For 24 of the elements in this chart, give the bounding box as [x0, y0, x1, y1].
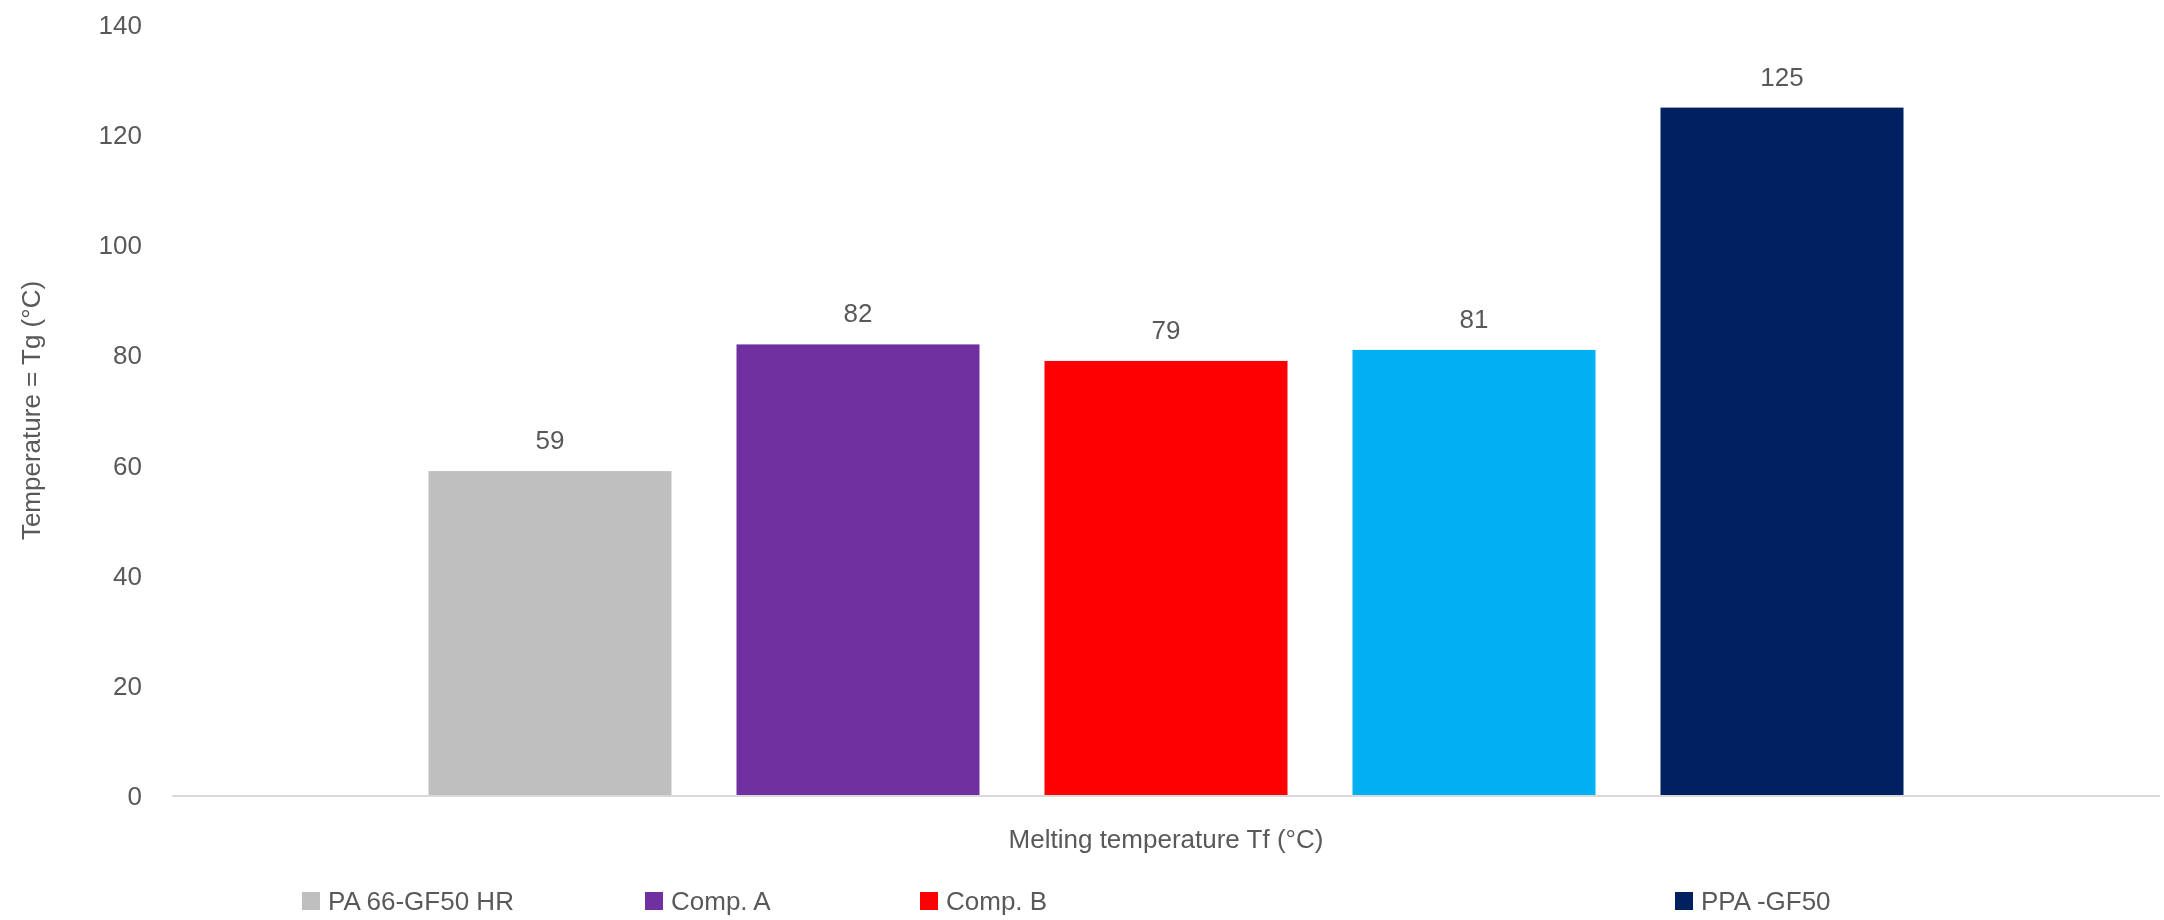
- y-tick-label: 40: [113, 560, 142, 591]
- data-label: 79: [1151, 314, 1181, 345]
- legend-label: Comp. B: [946, 886, 1048, 916]
- legend-label: PA 66-GF50 HR: [328, 886, 514, 916]
- data-label: 125: [1760, 61, 1804, 92]
- y-tick-label: 20: [113, 670, 142, 701]
- legend-label: PPA -GF50: [1701, 886, 1831, 916]
- y-tick-label: 100: [98, 230, 142, 261]
- y-tick-label: 120: [98, 120, 142, 151]
- bar: [1044, 360, 1288, 796]
- y-tick-label: 0: [127, 781, 142, 811]
- x-axis-title: Melting temperature Tf (°C): [1008, 824, 1324, 854]
- y-tick-label: 80: [113, 340, 142, 371]
- bar: [1352, 349, 1596, 796]
- bar: [736, 344, 980, 796]
- bar: [428, 471, 672, 796]
- legend-label: Comp. A: [671, 886, 772, 916]
- y-axis-title: Temperature = Tg (°C): [16, 280, 46, 541]
- data-label: 82: [843, 298, 873, 329]
- data-label: 59: [535, 425, 565, 456]
- y-tick-label: 60: [113, 450, 142, 481]
- bar: [1660, 107, 1904, 796]
- y-tick-label: 140: [98, 10, 142, 40]
- data-label: 81: [1459, 303, 1489, 334]
